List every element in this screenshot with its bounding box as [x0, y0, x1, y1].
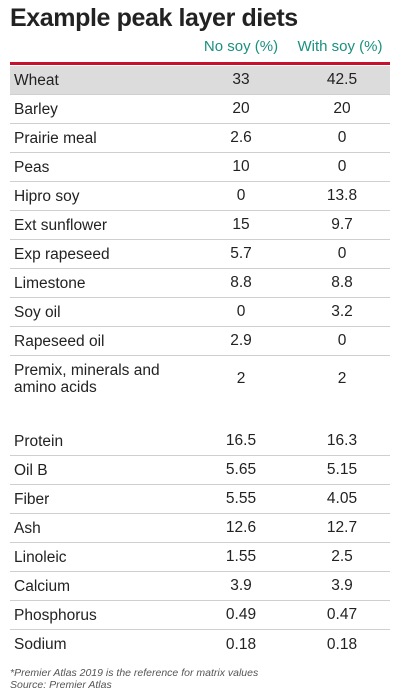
- row-label: Ash: [14, 519, 41, 537]
- table-row: Limestone 8.8 8.8: [10, 269, 390, 298]
- row-label: Ext sunflower: [14, 216, 108, 234]
- with-soy-value: 2: [337, 370, 347, 387]
- table-row: Barley 20 20: [10, 95, 390, 124]
- table-row: Phosphorus 0.49 0.47: [10, 601, 390, 630]
- with-soy-value: 0: [337, 332, 347, 349]
- no-soy-value: 10: [232, 158, 250, 175]
- with-soy-value: 8.8: [331, 274, 353, 291]
- no-soy-value: 33: [232, 71, 250, 88]
- table-row: Linoleic 1.55 2.5: [10, 543, 390, 572]
- with-soy-value: 5.15: [326, 461, 358, 478]
- row-label: Rapeseed oil: [14, 332, 105, 350]
- row-label: Limestone: [14, 274, 86, 292]
- no-soy-value: 20: [232, 100, 250, 117]
- table-row: Oil B 5.65 5.15: [10, 456, 390, 485]
- footnote-text: *Premier Atlas 2019 is the reference for…: [10, 667, 259, 679]
- footnote-block: *Premier Atlas 2019 is the reference for…: [10, 667, 258, 691]
- ingredients-table: Wheat 33 42.5 Barley 20 20 Prairie meal …: [10, 66, 390, 402]
- page-title: Example peak layer diets: [10, 4, 298, 32]
- row-label: Hipro soy: [14, 187, 80, 205]
- no-soy-value: 12.6: [225, 519, 257, 536]
- with-soy-value: 4.05: [326, 490, 358, 507]
- no-soy-value: 5.65: [225, 461, 257, 478]
- no-soy-value: 5.55: [225, 490, 257, 507]
- with-soy-value: 12.7: [326, 519, 358, 536]
- with-soy-value: 20: [333, 100, 351, 117]
- no-soy-value: 2: [236, 370, 246, 387]
- with-soy-value: 13.8: [326, 187, 358, 204]
- table-row: Hipro soy 0 13.8: [10, 182, 390, 211]
- row-label: Wheat: [14, 71, 59, 89]
- with-soy-value: 16.3: [326, 432, 358, 449]
- with-soy-value: 9.7: [331, 216, 353, 233]
- table-row: Peas 10 0: [10, 153, 390, 182]
- table-row: Calcium 3.9 3.9: [10, 572, 390, 601]
- row-label: Soy oil: [14, 303, 61, 321]
- no-soy-value: 15: [232, 216, 250, 233]
- row-label: Sodium: [14, 636, 67, 653]
- no-soy-value: 0.49: [225, 606, 257, 623]
- row-label: Prairie meal: [14, 129, 97, 147]
- no-soy-value: 3.9: [230, 577, 252, 594]
- column-header-with-soy: With soy (%): [297, 38, 383, 55]
- table-row: Prairie meal 2.6 0: [10, 124, 390, 153]
- table-row: Rapeseed oil 2.9 0: [10, 327, 390, 356]
- section-spacer: [10, 414, 390, 427]
- with-soy-value: 0.47: [326, 606, 358, 623]
- table-row: Premix, minerals and amino acids 2 2: [10, 356, 390, 402]
- no-soy-value: 1.55: [225, 548, 257, 565]
- nutrients-table: Protein 16.5 16.3 Oil B 5.65 5.15 Fiber …: [10, 427, 390, 659]
- table-row: Soy oil 0 3.2: [10, 298, 390, 327]
- no-soy-value: 16.5: [225, 432, 257, 449]
- row-label: Oil B: [14, 461, 48, 479]
- header-divider: [10, 62, 390, 65]
- table-row: Fiber 5.55 4.05: [10, 485, 390, 514]
- no-soy-value: 0: [236, 187, 246, 204]
- with-soy-value: 3.9: [331, 577, 353, 594]
- row-label: Barley: [14, 100, 58, 118]
- with-soy-value: 0: [337, 158, 347, 175]
- row-label: Protein: [14, 432, 64, 450]
- table-row: Exp rapeseed 5.7 0: [10, 240, 390, 269]
- table-row: Sodium 0.18 0.18: [10, 630, 390, 659]
- no-soy-value: 2.9: [230, 332, 252, 349]
- row-label: Fiber: [14, 490, 50, 508]
- no-soy-value: 8.8: [230, 274, 252, 291]
- with-soy-value: 0: [337, 129, 347, 146]
- column-header-no-soy: No soy (%): [203, 38, 279, 55]
- table-row: Protein 16.5 16.3: [10, 427, 390, 456]
- row-label: Exp rapeseed: [14, 245, 110, 263]
- table-row: Ext sunflower 15 9.7: [10, 211, 390, 240]
- row-label: Peas: [14, 158, 50, 176]
- source-text: Source: Premier Atlas: [10, 679, 112, 691]
- no-soy-value: 0: [236, 303, 246, 320]
- row-label: Calcium: [14, 577, 70, 595]
- table-row: Wheat 33 42.5: [10, 66, 390, 95]
- with-soy-value: 0.18: [326, 635, 358, 653]
- no-soy-value: 2.6: [230, 129, 252, 146]
- row-label: Phosphorus: [14, 606, 97, 624]
- with-soy-value: 42.5: [326, 71, 358, 88]
- with-soy-value: 0: [337, 245, 347, 262]
- no-soy-value: 5.7: [230, 245, 252, 262]
- row-label: Linoleic: [14, 548, 67, 566]
- no-soy-value: 0.18: [225, 635, 257, 653]
- with-soy-value: 2.5: [331, 548, 353, 565]
- row-label: Premix, minerals and amino acids: [14, 362, 160, 396]
- with-soy-value: 3.2: [331, 303, 353, 320]
- table-row: Ash 12.6 12.7: [10, 514, 390, 543]
